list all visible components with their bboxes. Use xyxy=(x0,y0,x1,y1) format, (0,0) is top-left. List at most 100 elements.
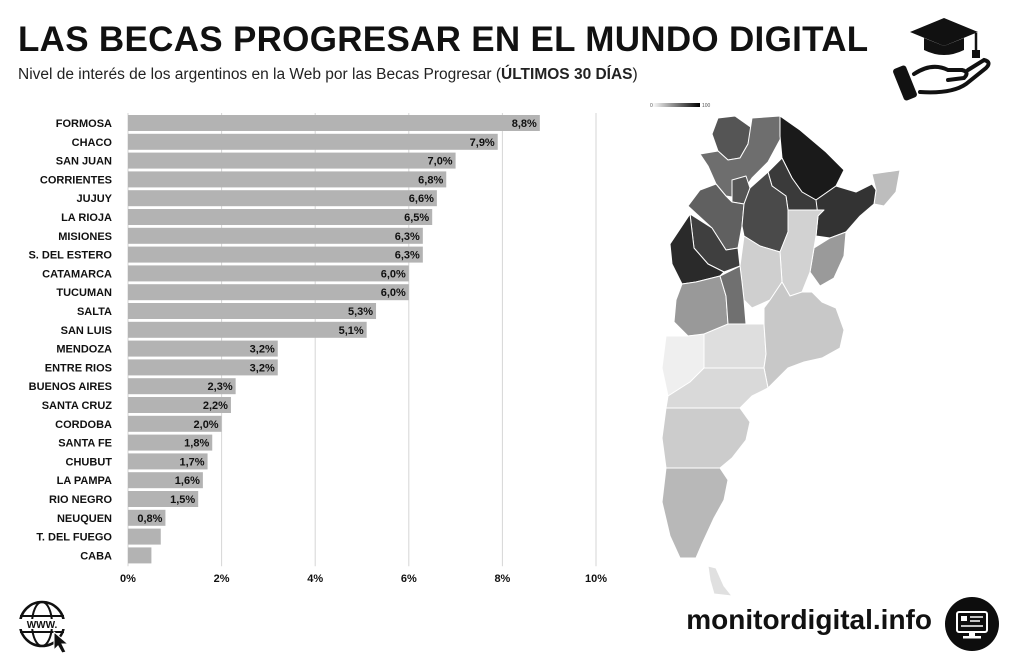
map-legend-gradient xyxy=(652,103,700,107)
data-label: 1,8% xyxy=(184,438,209,450)
category-label: TUCUMAN xyxy=(56,287,112,299)
map-legend-min: 0 xyxy=(650,103,653,109)
data-label: 1,5% xyxy=(170,494,195,506)
bar xyxy=(128,453,208,470)
bar xyxy=(128,378,236,395)
bar xyxy=(128,190,437,207)
x-tick-label: 6% xyxy=(401,573,417,585)
page-subtitle: Nivel de interés de los argentinos en la… xyxy=(18,66,638,84)
region-misiones xyxy=(871,169,901,207)
bar xyxy=(128,133,498,150)
data-label: 3,2% xyxy=(250,344,275,356)
bar-chart: 0% 2% 4% 6% 8% 10% FORMOSA 8,8% CHACO 7,9% SAN JUA… xyxy=(28,113,607,585)
bar xyxy=(128,246,423,263)
region-la-pampa xyxy=(703,323,767,369)
data-label: 6,6% xyxy=(409,193,434,205)
category-label: SAN LUIS xyxy=(61,325,112,337)
category-label: RIO NEGRO xyxy=(49,494,112,506)
bar xyxy=(128,265,409,282)
data-label: 6,5% xyxy=(404,212,429,224)
category-label: JUJUY xyxy=(77,193,113,205)
category-label: ENTRE RIOS xyxy=(45,362,112,374)
category-label: CHACO xyxy=(72,137,113,149)
category-label: T. DEL FUEGO xyxy=(36,532,112,544)
data-label: 3,2% xyxy=(250,362,275,374)
category-label: LA RIOJA xyxy=(61,212,112,224)
region-entre-rios xyxy=(809,231,847,287)
data-label: 7,0% xyxy=(428,156,453,168)
www-globe-icon: WWW. xyxy=(18,600,70,654)
category-label: MISIONES xyxy=(58,231,112,243)
graduation-cap-hand-icon xyxy=(893,18,991,101)
data-label: 2,2% xyxy=(203,400,228,412)
x-tick-label: 4% xyxy=(307,573,323,585)
bar xyxy=(128,528,161,545)
data-label: 5,1% xyxy=(339,325,364,337)
x-tick-label: 2% xyxy=(214,573,230,585)
data-label: 1,7% xyxy=(179,456,204,468)
x-tick-label: 0% xyxy=(120,573,136,585)
region-santa-cruz xyxy=(661,467,729,559)
category-label: SANTA FE xyxy=(58,438,112,450)
region-buenos-aires xyxy=(763,281,845,389)
x-tick-label: 10% xyxy=(585,573,607,585)
subtitle-prefix: Nivel de interés de los argentinos en la… xyxy=(18,66,502,83)
bar xyxy=(128,415,222,432)
category-label: S. DEL ESTERO xyxy=(28,250,112,262)
bar xyxy=(128,303,377,319)
category-label: MENDOZA xyxy=(56,344,112,356)
bar xyxy=(128,115,540,131)
footer-site: monitordigital.info xyxy=(686,604,932,635)
category-label: NEUQUEN xyxy=(57,513,112,525)
bar xyxy=(128,152,456,169)
category-label: SALTA xyxy=(77,306,112,318)
data-label: 1,6% xyxy=(175,475,200,487)
category-label: CATAMARCA xyxy=(42,268,112,280)
data-label: 8,8% xyxy=(512,118,537,130)
region-tierra-del-fuego xyxy=(707,565,733,596)
category-label: CORDOBA xyxy=(55,419,112,431)
data-label: 6,0% xyxy=(381,287,406,299)
bar xyxy=(128,547,152,564)
bar xyxy=(128,434,213,451)
bar xyxy=(128,472,203,489)
category-label: BUENOS AIRES xyxy=(29,381,112,393)
category-label: FORMOSA xyxy=(56,118,112,130)
x-tick-label: 8% xyxy=(494,573,510,585)
region-santa-fe xyxy=(779,209,825,297)
bar xyxy=(128,171,447,188)
bar xyxy=(128,491,199,507)
bar xyxy=(128,509,166,526)
category-label: SANTA CRUZ xyxy=(42,400,113,412)
data-label: 5,3% xyxy=(348,306,373,318)
svg-text:WWW.: WWW. xyxy=(27,620,58,631)
bar xyxy=(128,359,278,376)
subtitle-period: ÚLTIMOS 30 DÍAS xyxy=(501,66,633,83)
bar xyxy=(128,209,433,225)
bar xyxy=(128,340,278,357)
region-san-luis xyxy=(719,265,747,325)
page-title: LAS BECAS PROGRESAR EN EL MUNDO DIGITAL xyxy=(18,20,869,59)
subtitle-suffix: ) xyxy=(632,66,638,83)
data-label: 7,9% xyxy=(470,137,495,149)
region-san-juan xyxy=(669,213,725,285)
category-label: CHUBUT xyxy=(66,456,113,468)
category-label: CORRIENTES xyxy=(40,174,112,186)
data-label: 6,0% xyxy=(381,268,406,280)
data-label: 6,3% xyxy=(395,231,420,243)
map-legend-max: 100 xyxy=(702,103,711,109)
region-chubut xyxy=(661,407,751,469)
bar xyxy=(128,397,231,413)
argentina-map: 0 100 xyxy=(650,103,901,596)
data-label: 2,0% xyxy=(194,419,219,431)
data-label: 6,8% xyxy=(418,174,443,186)
category-label: SAN JUAN xyxy=(56,156,112,168)
bar xyxy=(128,321,367,338)
data-label: 0,8% xyxy=(137,513,162,525)
monitor-icon xyxy=(945,597,999,651)
bar xyxy=(128,284,409,301)
category-label: CABA xyxy=(80,550,112,562)
data-label: 6,3% xyxy=(395,250,420,262)
bar xyxy=(128,227,423,244)
data-label: 2,3% xyxy=(208,381,233,393)
